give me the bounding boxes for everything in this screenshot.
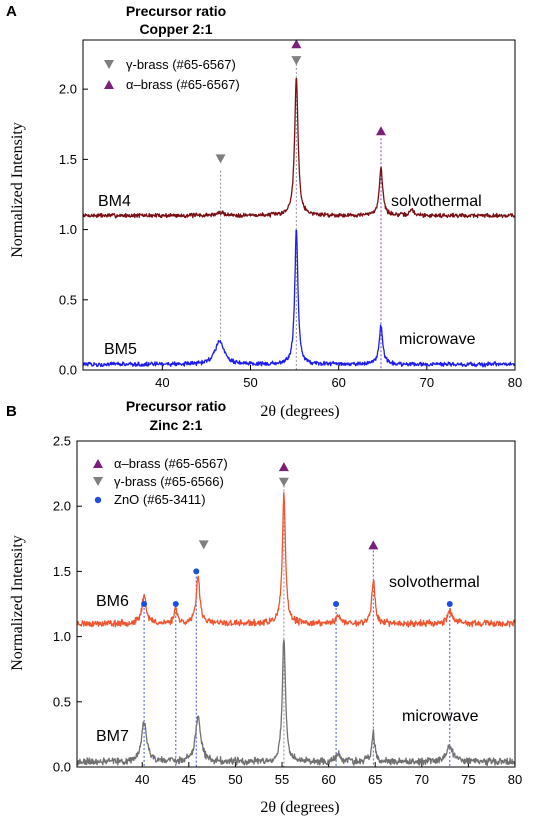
gamma-brass-marker-icon [198, 540, 209, 550]
panel-a-frame [82, 39, 516, 371]
panel-a: A Precursor ratio Copper 2:1 γ-brass (#6… [6, 3, 522, 420]
xrd-trace-bm6 [76, 491, 516, 628]
x-tick-label: 65 [368, 772, 382, 787]
legend-gamma-brass-icon [93, 477, 103, 486]
y-tick-label: 0.0 [53, 760, 71, 775]
x-tick-label: 80 [508, 375, 522, 390]
gamma-brass-marker-icon [215, 154, 226, 164]
y-axis-title: Normalized Intensity [9, 122, 26, 258]
x-tick-label: 45 [182, 772, 196, 787]
zno-marker-icon [446, 601, 453, 607]
panel-a-legend: γ-brass (#65-6567) α–brass (#65-6567) [104, 57, 240, 92]
legend-alpha-brass-icon [93, 459, 103, 468]
y-tick-label: 2.5 [53, 434, 71, 449]
y-tick-label: 0.5 [59, 292, 77, 307]
xrd-trace-bm4 [82, 77, 516, 219]
legend-gamma-brass-icon [104, 60, 114, 69]
series-annotation-solvothermal: solvothermal [389, 574, 480, 591]
panel-b: B Precursor ratio Zinc 2:1 α–brass (#65-… [6, 398, 522, 816]
series-label-bm7: BM7 [96, 728, 129, 745]
panel-b-letter: B [6, 403, 17, 420]
alpha-brass-marker-icon [368, 540, 379, 550]
y-tick-label: 0.0 [59, 363, 77, 378]
x-axis-title: 2θ (degrees) [260, 403, 339, 420]
panel-b-legend: α–brass (#65-6567) γ-brass (#65-6566) Zn… [93, 456, 228, 507]
x-tick-label: 80 [508, 772, 522, 787]
alpha-brass-marker-icon [278, 462, 289, 472]
legend-alpha-brass-icon [104, 80, 114, 89]
series-label-bm6: BM6 [96, 593, 129, 610]
panel-b-title: Precursor ratio [126, 398, 226, 414]
x-tick-label: 60 [321, 772, 335, 787]
xrd-trace-bm5 [82, 229, 516, 368]
legend-zno-dot-icon [94, 496, 102, 504]
legend-label: γ-brass (#65-6566) [114, 474, 224, 489]
xrd-trace-bm7 [76, 639, 516, 767]
series-label-bm5: BM5 [104, 341, 137, 358]
alpha-brass-marker-icon [375, 126, 386, 136]
y-tick-label: 1.5 [59, 152, 77, 167]
series-annotation-solvothermal: solvothermal [391, 193, 482, 210]
legend-label: γ-brass (#65-6567) [126, 57, 236, 72]
zno-marker-icon [193, 568, 200, 575]
zno-marker-icon [141, 601, 148, 607]
y-tick-label: 1.5 [53, 564, 71, 579]
series-annotation-microwave: microwave [402, 708, 479, 725]
y-axis-title: Normalized Intensity [9, 535, 26, 671]
y-tick-label: 1.0 [53, 629, 71, 644]
legend-label: ZnO (#65-3411) [114, 492, 206, 507]
x-tick-label: 60 [331, 375, 345, 390]
x-tick-label: 55 [275, 772, 289, 787]
gamma-brass-marker-icon [291, 56, 302, 66]
panel-b-frame [76, 440, 516, 768]
panel-b-plot-area: 40 45 50 55 60 65 70 75 80 0.0 0.5 1.0 1.5 2.0 2.5 [53, 434, 522, 788]
legend-label: α–brass (#65-6567) [114, 456, 228, 471]
x-tick-label: 75 [461, 772, 475, 787]
alpha-brass-marker-icon [291, 39, 302, 49]
panel-b-subtitle: Zinc 2:1 [150, 417, 203, 433]
y-tick-label: 2.0 [53, 499, 71, 514]
series-annotation-microwave: microwave [399, 331, 476, 348]
panel-a-plot-area: 40 50 60 70 80 0.0 0.5 1.0 1.5 2.0 [59, 39, 522, 390]
x-tick-label: 40 [135, 772, 149, 787]
x-tick-label: 50 [228, 772, 242, 787]
series-label-bm4: BM4 [98, 193, 131, 210]
panel-a-subtitle: Copper 2:1 [139, 21, 212, 37]
x-tick-label: 70 [415, 772, 429, 787]
y-tick-label: 1.0 [59, 222, 77, 237]
panel-a-letter: A [6, 3, 17, 20]
legend-label: α–brass (#65-6567) [126, 77, 240, 92]
x-tick-label: 40 [155, 375, 169, 390]
panel-a-title: Precursor ratio [126, 3, 226, 19]
x-axis-title: 2θ (degrees) [260, 799, 339, 816]
zno-marker-icon [172, 601, 179, 607]
gamma-brass-marker-icon [278, 477, 289, 487]
y-tick-label: 2.0 [59, 82, 77, 97]
y-tick-label: 0.5 [53, 694, 71, 709]
zno-marker-icon [333, 601, 340, 607]
x-tick-label: 50 [243, 375, 257, 390]
x-tick-label: 70 [420, 375, 434, 390]
